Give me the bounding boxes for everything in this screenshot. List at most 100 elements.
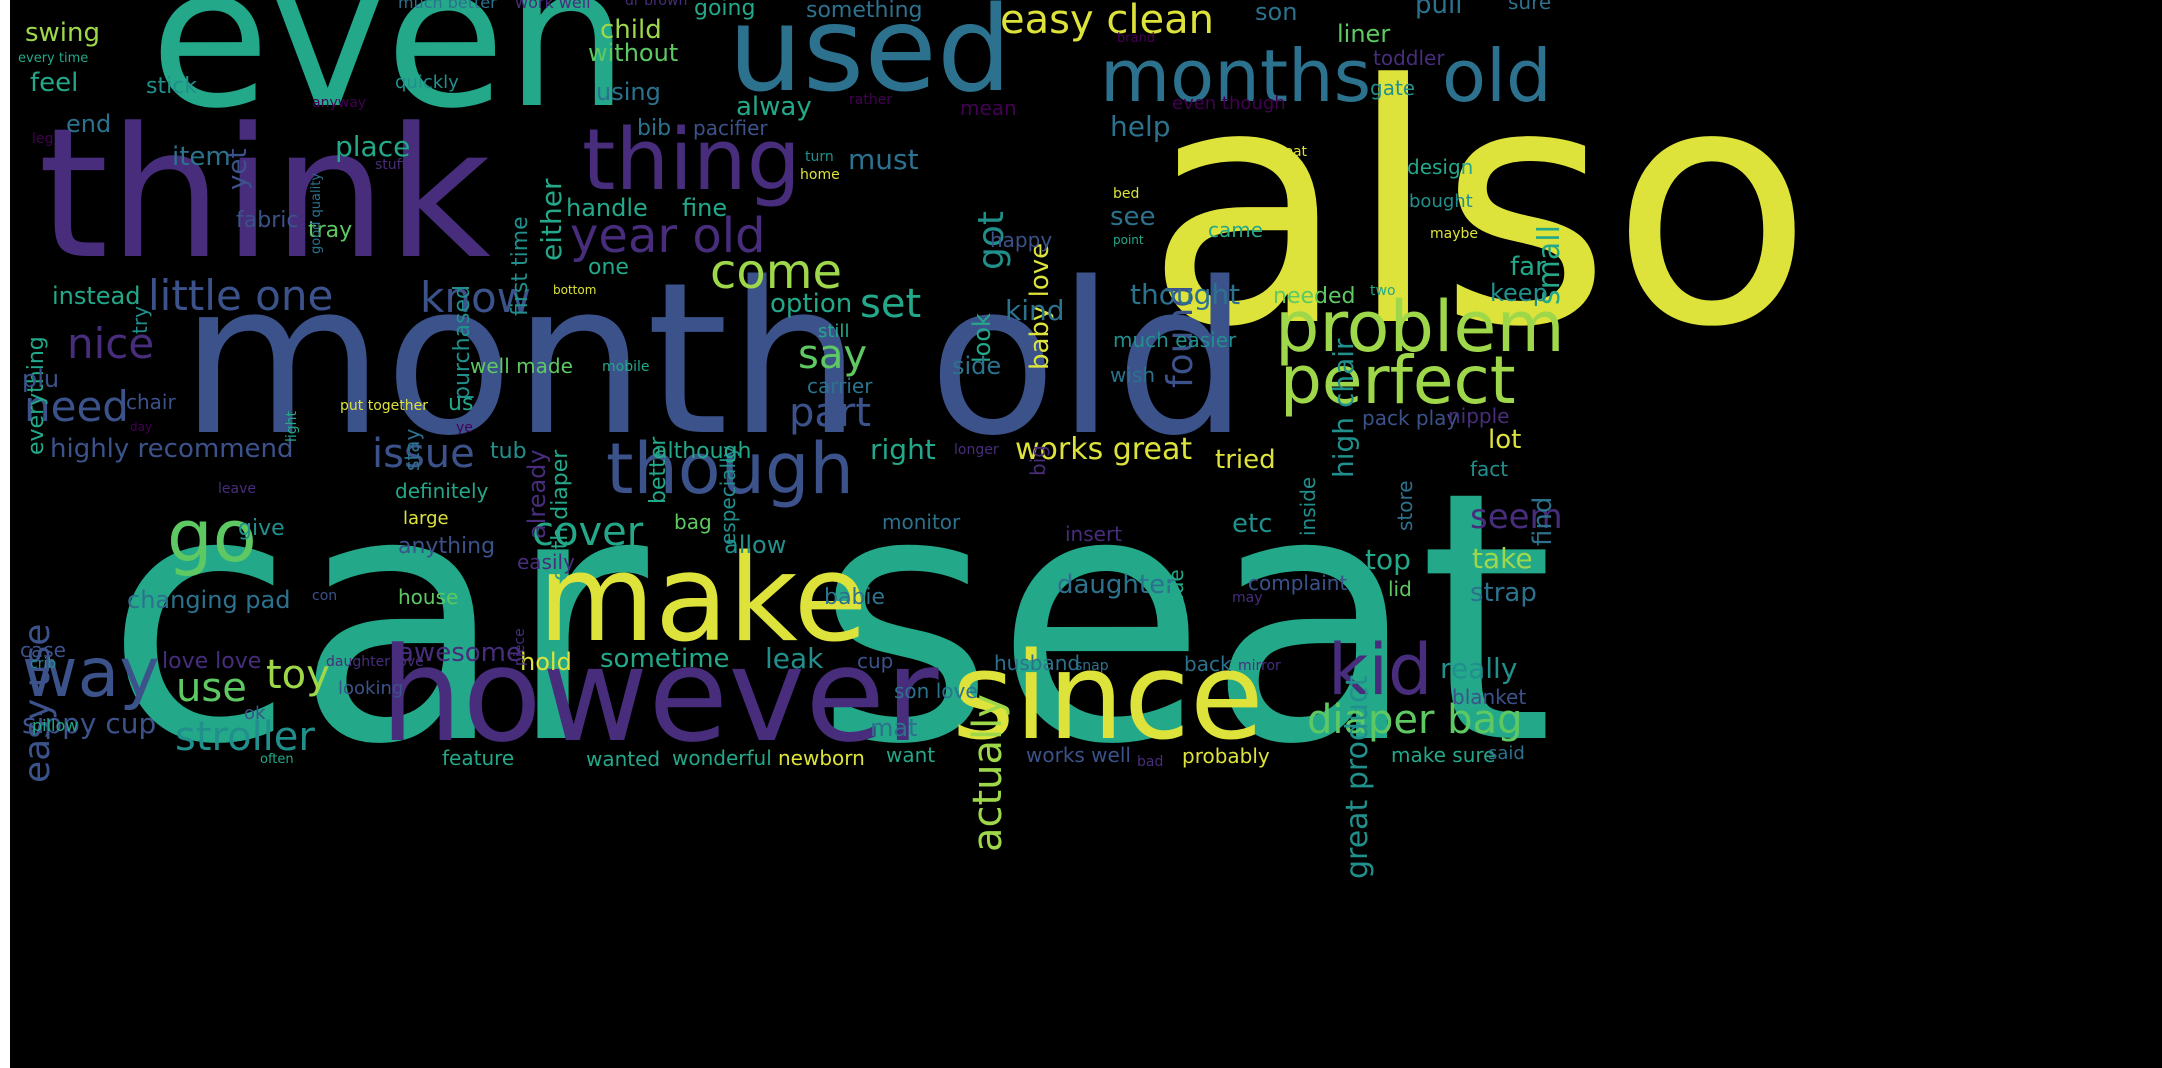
word-mat: mat <box>870 714 918 742</box>
word-anyway: anyway <box>312 95 367 111</box>
word-something: something <box>806 0 923 23</box>
word-store: store <box>1393 480 1417 531</box>
word-complaint: complaint <box>1248 571 1348 595</box>
word-came: came <box>1208 218 1264 242</box>
word-leave: leave <box>218 481 256 497</box>
word-etc: etc <box>1232 509 1273 539</box>
word-quickly: quickly <box>395 72 459 93</box>
word-high-chair: high chair <box>1327 338 1360 478</box>
word-made: made <box>1164 569 1188 626</box>
word-case: case <box>20 638 66 662</box>
word-newborn: newborn <box>778 746 865 770</box>
word-month-old: month old <box>180 237 1249 482</box>
word-actually: actually <box>965 694 1011 852</box>
word-insert: insert <box>1065 522 1123 546</box>
word-one: one <box>588 255 629 280</box>
word-awesome: awesome <box>398 638 522 668</box>
word-work-well: work well <box>515 0 591 12</box>
word-say: say <box>798 332 868 378</box>
word-cup: cup <box>857 649 894 673</box>
word-design: design <box>1407 155 1474 179</box>
word-child: child <box>600 15 662 45</box>
word-pull: pull <box>1415 0 1463 20</box>
word-stick: stick <box>146 74 198 99</box>
word-perfect: perfect <box>1280 342 1516 419</box>
word-stuff: stuff <box>375 157 407 173</box>
word-feel: feel <box>30 68 79 98</box>
word-bottom: bottom <box>553 283 597 297</box>
word-well-made: well made <box>470 354 573 378</box>
word-bed: bed <box>1113 186 1140 202</box>
word-probably: probably <box>1182 744 1270 768</box>
word-much-easier: much easier <box>1113 328 1237 352</box>
word-changing-pad: changing pad <box>127 586 291 614</box>
word-ye: ye <box>456 420 473 436</box>
word-home: home <box>800 167 840 183</box>
word-help: help <box>1110 110 1171 143</box>
word-go: go <box>167 494 257 578</box>
word-used: used <box>728 0 1012 118</box>
word-think: think <box>38 90 491 299</box>
word-longer: longer <box>954 442 999 458</box>
word-option: option <box>770 289 853 319</box>
word-nice: nice <box>67 319 155 368</box>
word-even-though: even though <box>1172 93 1286 114</box>
word-right: right <box>870 433 936 466</box>
word-take: take <box>1472 542 1533 575</box>
word-snap: snap <box>1075 658 1109 674</box>
word-plu: plu <box>22 365 60 393</box>
word-bad: bad <box>1137 754 1164 770</box>
word-inside: inside <box>1296 476 1320 536</box>
word-mean: mean <box>960 96 1017 120</box>
word-car: car <box>105 419 648 820</box>
word-allow: allow <box>724 531 787 559</box>
word-house: house <box>398 585 459 609</box>
word-using: using <box>596 78 661 106</box>
word-ok: ok <box>244 703 266 724</box>
word-pillow: pillow <box>32 716 79 735</box>
word-large: large <box>403 508 449 529</box>
word-son: son <box>1255 0 1298 26</box>
word-year-old: year old <box>570 208 766 264</box>
word-side: side <box>952 352 1002 380</box>
word-toddler: toddler <box>1373 46 1445 70</box>
word-either: either <box>535 178 568 261</box>
word-know: know <box>420 273 531 322</box>
word-swing: swing <box>25 18 101 48</box>
word-thought: thought <box>1130 278 1241 311</box>
word-stroller: stroller <box>175 714 315 760</box>
word-make: make <box>538 530 868 669</box>
word-must: must <box>848 143 919 176</box>
word-although: although <box>654 439 752 464</box>
word-sure: sure <box>1508 0 1552 14</box>
word-con: con <box>312 588 338 604</box>
word-piece: piece <box>512 628 528 666</box>
word-monitor: monitor <box>882 510 961 534</box>
word-see: see <box>1110 202 1156 232</box>
word-works-well: works well <box>1026 743 1131 767</box>
word-hold: hold <box>520 648 572 676</box>
word-alway: alway <box>736 92 812 122</box>
word-sometime: sometime <box>600 644 730 674</box>
word-instead: instead <box>52 282 141 310</box>
word-leg: leg <box>32 131 54 147</box>
word-item: item <box>172 142 231 172</box>
word-need: need <box>24 382 129 431</box>
word-mobile: mobile <box>602 359 650 375</box>
word-put-together: put together <box>340 398 428 414</box>
word-good-quality: good quality <box>309 172 324 254</box>
word-cloud: car seat also month old think even however used… <box>10 0 2162 1068</box>
word-cover: cover <box>532 509 644 555</box>
word-us: us <box>448 391 474 416</box>
word-highly-recommend: highly recommend <box>50 434 294 464</box>
word-seat: seat <box>815 419 1554 820</box>
word-going: going <box>694 0 756 21</box>
word-kind: kind <box>1005 294 1065 327</box>
word-often: often <box>260 752 294 767</box>
word-without: without <box>588 39 679 67</box>
word-old: old <box>1442 34 1552 118</box>
word-bought: bought <box>1409 191 1473 212</box>
word-husband: husband <box>994 651 1081 675</box>
word-toy: toy <box>266 652 330 698</box>
